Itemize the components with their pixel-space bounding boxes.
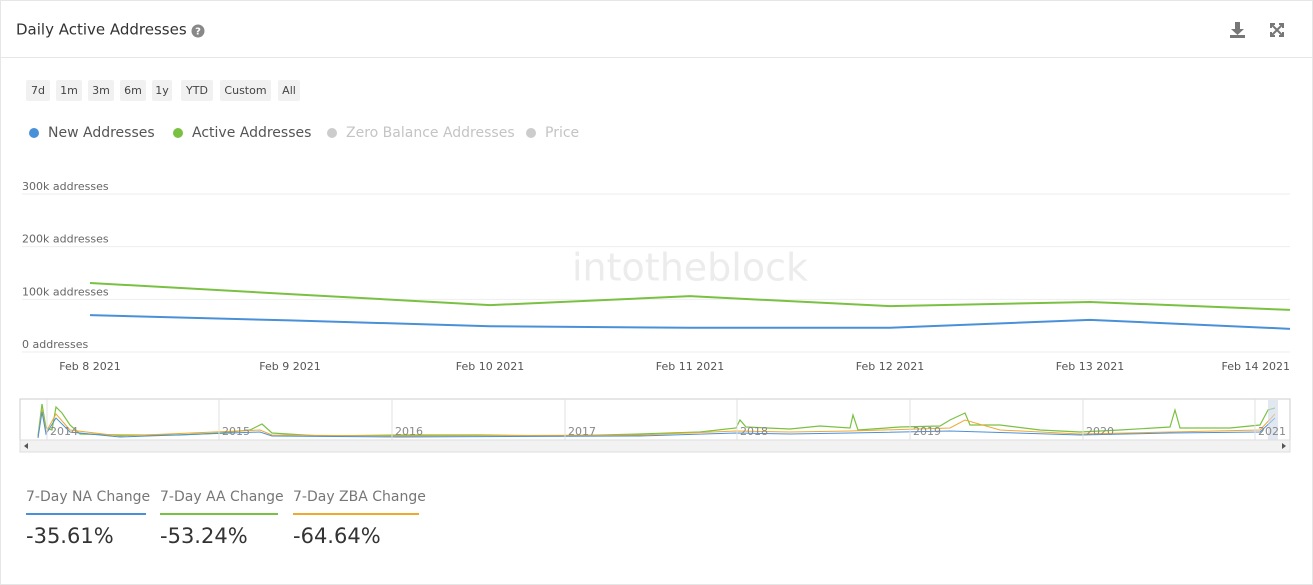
y-tick-label: 300k addresses [22, 180, 109, 193]
legend-dot[interactable] [173, 128, 183, 138]
legend-label[interactable]: Price [545, 125, 579, 141]
help-icon-mark: ? [195, 27, 201, 38]
range-button-label[interactable]: 1m [60, 84, 78, 97]
stat-value: -35.61% [26, 524, 114, 548]
stat-value: -64.64% [293, 524, 381, 548]
range-button-label[interactable]: All [282, 84, 296, 97]
series-line [89, 282, 1291, 311]
navigator-label: 2015 [222, 425, 250, 438]
navigator-label: 2020 [1086, 425, 1114, 438]
range-button[interactable] [152, 80, 172, 101]
range-button[interactable] [26, 80, 50, 101]
range-button-label[interactable]: 1y [155, 84, 169, 97]
range-button-label[interactable]: YTD [185, 84, 208, 97]
x-tick-label: Feb 13 2021 [1056, 360, 1124, 373]
x-tick-label: Feb 14 2021 [1222, 360, 1290, 373]
legend-label[interactable]: New Addresses [48, 125, 155, 141]
navigator-label: 2014 [50, 425, 78, 438]
help-icon[interactable] [191, 24, 205, 38]
range-button-label[interactable]: Custom [224, 84, 266, 97]
download-icon[interactable] [1230, 22, 1245, 38]
stat-value: -53.24% [160, 524, 248, 548]
range-button[interactable] [88, 80, 114, 101]
navigator-selection[interactable] [1268, 400, 1278, 440]
title: Daily Active Addresses [16, 21, 187, 39]
range-button-label[interactable]: 3m [92, 84, 110, 97]
range-button[interactable] [181, 80, 213, 101]
series-line [89, 314, 1291, 330]
range-button[interactable] [278, 80, 300, 101]
legend-dot[interactable] [327, 128, 337, 138]
range-button[interactable] [220, 80, 271, 101]
navigator-label: 2019 [913, 425, 941, 438]
stat-label: 7-Day ZBA Change [293, 489, 426, 505]
watermark: intotheblock [572, 246, 808, 290]
y-tick-label: 200k addresses [22, 233, 109, 246]
navigator-label: 2021 [1258, 425, 1286, 438]
x-tick-label: Feb 8 2021 [59, 360, 120, 373]
stat-underline [293, 513, 419, 515]
fullscreen-icon[interactable] [1270, 23, 1284, 37]
y-tick-label: 0 addresses [22, 338, 88, 351]
legend-label[interactable]: Active Addresses [192, 125, 311, 141]
range-button-label[interactable]: 6m [124, 84, 142, 97]
x-tick-label: Feb 12 2021 [856, 360, 924, 373]
navigator-line [37, 409, 1276, 438]
scrollbar[interactable] [19, 439, 1291, 453]
navigator[interactable]: 2014 2015 2016 2017 2018 2019 2020 2021 [19, 398, 1291, 453]
x-tick-label: Feb 10 2021 [456, 360, 524, 373]
stat-label: 7-Day NA Change [26, 489, 150, 505]
x-tick-label: Feb 9 2021 [259, 360, 320, 373]
navigator-label: 2017 [568, 425, 596, 438]
stat-label: 7-Day AA Change [160, 489, 284, 505]
stat-underline [160, 513, 278, 515]
navigator-label: 2016 [395, 425, 423, 438]
legend-dot[interactable] [29, 128, 39, 138]
navigator-label: 2018 [740, 425, 768, 438]
stat-underline [26, 513, 146, 515]
range-button[interactable] [56, 80, 82, 101]
x-tick-label: Feb 11 2021 [656, 360, 724, 373]
legend-label[interactable]: Zero Balance Addresses [346, 125, 515, 141]
range-button-label[interactable]: 7d [31, 84, 45, 97]
legend-dot[interactable] [526, 128, 536, 138]
navigator-line [37, 411, 1276, 439]
y-tick-label: 100k addresses [22, 285, 109, 298]
range-button[interactable] [120, 80, 146, 101]
